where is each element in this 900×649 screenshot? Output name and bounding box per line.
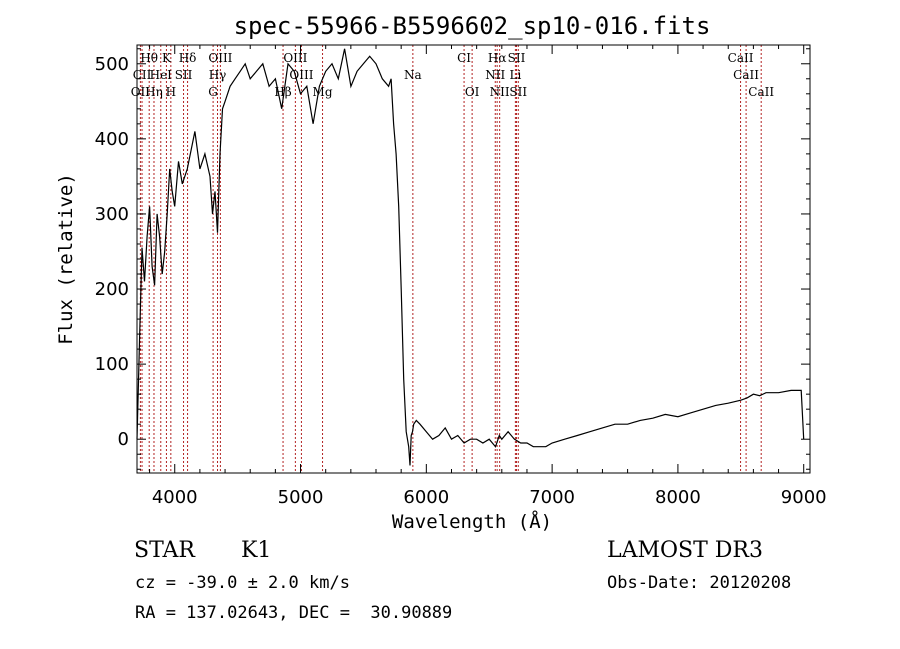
x-tick-label: 4000 xyxy=(152,487,198,508)
x-axis-ticks: 4000 5000 6000 7000 8000 9000 xyxy=(149,45,827,508)
spectral-line-label: OIII xyxy=(289,68,313,82)
chart-title: spec-55966-B5596602_sp10-016.fits xyxy=(234,12,711,40)
spectral-line-label: CaII xyxy=(728,51,754,65)
spectral-line-label: SII xyxy=(175,68,193,82)
y-tick-label: 200 xyxy=(95,279,129,300)
spectral-line-label: SII xyxy=(508,51,526,65)
spectral-line-label: Na xyxy=(404,68,422,82)
spectral-line-label: NII xyxy=(485,68,505,82)
spectral-line-label: G xyxy=(208,85,218,99)
spectral-line-label: OII xyxy=(131,85,151,99)
y-tick-label: 100 xyxy=(95,354,129,375)
spectral-line-label: Hη xyxy=(145,85,163,99)
redshift-cz: cz = -39.0 ± 2.0 km/s xyxy=(135,573,350,593)
spectral-line-label: SII xyxy=(509,85,527,99)
object-subclass: K1 xyxy=(241,538,272,563)
spectral-line-label: Hγ xyxy=(209,68,227,82)
x-axis-label: Wavelength (Å) xyxy=(392,510,552,533)
x-tick-label: 7000 xyxy=(529,487,575,508)
y-tick-label: 300 xyxy=(95,204,129,225)
spectral-line-label: Mg xyxy=(313,85,333,99)
spectral-line-label: HeI xyxy=(150,68,173,82)
y-axis-label: Flux (relative) xyxy=(55,173,77,345)
spectral-line-label: CaII xyxy=(748,85,774,99)
spectral-line-label: H xyxy=(166,85,176,99)
spectral-line-label: OI xyxy=(465,85,480,99)
spectral-line-label: NII xyxy=(490,85,510,99)
spectral-line-label: Hθ xyxy=(140,51,158,65)
spectral-line-label: OIII xyxy=(283,51,307,65)
spectral-line-label: CaII xyxy=(733,68,759,82)
plot-frame xyxy=(136,44,811,474)
obs-date: Obs-Date: 20120208 xyxy=(607,573,792,593)
spectral-line-label: K xyxy=(162,51,172,65)
spectral-line-label: Hδ xyxy=(179,51,197,65)
coordinates: RA = 137.02643, DEC = 30.90889 xyxy=(135,603,453,623)
survey-name: LAMOST DR3 xyxy=(607,538,763,563)
y-axis-ticks: 0 100 200 300 400 500 xyxy=(95,48,810,470)
spectral-line-label: Li xyxy=(509,68,521,82)
object-class: STAR xyxy=(134,538,195,563)
spectrum-line xyxy=(136,48,805,466)
x-tick-label: 5000 xyxy=(278,487,324,508)
y-tick-label: 400 xyxy=(95,129,129,150)
line-markers xyxy=(139,45,762,473)
y-tick-label: 0 xyxy=(118,429,129,450)
x-tick-label: 8000 xyxy=(655,487,701,508)
y-tick-label: 500 xyxy=(95,54,129,75)
x-tick-label: 9000 xyxy=(781,487,827,508)
x-tick-label: 6000 xyxy=(403,487,449,508)
spectral-line-label: Hα xyxy=(488,51,507,65)
spectral-line-label: OIII xyxy=(208,51,232,65)
spectral-line-label: CI xyxy=(457,51,471,65)
